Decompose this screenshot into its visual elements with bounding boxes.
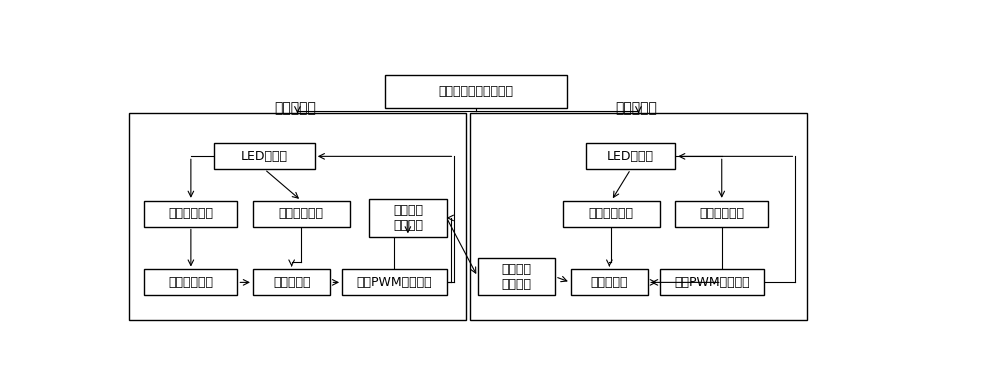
Text: 第一处理器: 第一处理器 bbox=[273, 276, 310, 289]
Bar bbox=[144, 201, 237, 227]
Bar bbox=[385, 75, 567, 108]
Text: 第三采样电路: 第三采样电路 bbox=[589, 207, 634, 220]
Bar bbox=[571, 269, 648, 295]
Text: 第一供电电路: 第一供电电路 bbox=[168, 207, 213, 220]
Text: 同步信号
接收电路: 同步信号 接收电路 bbox=[501, 263, 531, 291]
Text: 从电源模块: 从电源模块 bbox=[616, 101, 657, 115]
Bar bbox=[563, 201, 660, 227]
Text: 同步信号
发送电路: 同步信号 发送电路 bbox=[393, 204, 423, 232]
Text: LED从电源: LED从电源 bbox=[607, 150, 654, 163]
Text: LED主电源: LED主电源 bbox=[241, 150, 288, 163]
Bar bbox=[660, 269, 764, 295]
Bar bbox=[253, 201, 350, 227]
Bar bbox=[129, 113, 466, 320]
Bar bbox=[470, 113, 807, 320]
Bar bbox=[369, 199, 447, 237]
Bar bbox=[675, 201, 768, 227]
Text: 主（从）电源确定模块: 主（从）电源确定模块 bbox=[438, 85, 513, 98]
Bar bbox=[478, 258, 555, 295]
Text: 第二供电电路: 第二供电电路 bbox=[699, 207, 744, 220]
Text: 第一采样电路: 第一采样电路 bbox=[168, 276, 213, 289]
Text: 主电源模块: 主电源模块 bbox=[275, 101, 316, 115]
Text: 第二采样电路: 第二采样电路 bbox=[279, 207, 324, 220]
Bar bbox=[586, 144, 675, 169]
Bar bbox=[144, 269, 237, 295]
Bar bbox=[342, 269, 447, 295]
Text: 第二PWM输出电路: 第二PWM输出电路 bbox=[674, 276, 750, 289]
Text: 第一PWM输出电路: 第一PWM输出电路 bbox=[356, 276, 432, 289]
Bar bbox=[214, 144, 315, 169]
Bar bbox=[253, 269, 330, 295]
Text: 第二处理器: 第二处理器 bbox=[591, 276, 628, 289]
